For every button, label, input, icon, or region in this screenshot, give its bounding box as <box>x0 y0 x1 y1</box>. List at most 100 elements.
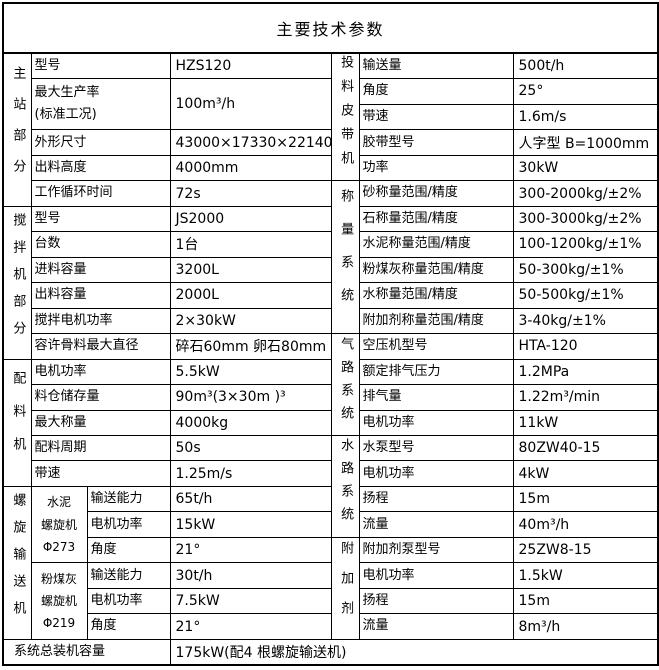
param-label: 型号 <box>30 205 171 233</box>
param-label: 扬程 <box>358 485 514 513</box>
subgroup-flyash-screw: 粉煤灰 螺旋机 Φ219 <box>30 562 88 640</box>
param-value: 1台 <box>169 231 332 258</box>
param-label: 料仓储存量 <box>30 384 171 411</box>
section-mixer-label: 搅拌机部分 <box>10 213 26 349</box>
param-label: 砂称量范围/精度 <box>358 180 514 207</box>
param-value: 21° <box>169 536 332 564</box>
param-label: 角度 <box>358 77 514 105</box>
param-label: 电机功率 <box>86 587 171 615</box>
param-label: 石称量范围/精度 <box>358 205 514 233</box>
param-label: 带速 <box>358 103 514 131</box>
param-label: 进料容量 <box>30 256 171 284</box>
param-label: 台数 <box>30 231 171 258</box>
param-label: 附加剂泵型号 <box>358 536 514 564</box>
param-label: 水泵型号 <box>358 434 514 462</box>
param-value: 40m³/h <box>512 511 659 538</box>
param-label: 胶带型号 <box>358 129 514 156</box>
section-feed-belt-label: 投料皮带机 <box>338 55 354 176</box>
section-water-system: 水路系统 <box>330 434 360 538</box>
param-label: 水称量范围/精度 <box>358 282 514 309</box>
param-label: 输送能力 <box>86 485 171 513</box>
param-label: 角度 <box>86 613 171 640</box>
section-weighing: 称量系统 <box>330 180 360 335</box>
param-label: 出料高度 <box>30 154 171 182</box>
param-label: 空压机型号 <box>358 333 514 360</box>
param-value: 1.22m³/min <box>512 384 659 411</box>
param-label: 附加剂称量范围/精度 <box>358 307 514 335</box>
param-label: 功率 <box>358 154 514 182</box>
param-label: 流量 <box>358 511 514 538</box>
param-value: 5.5kW <box>169 358 332 386</box>
param-value: 80ZW40-15 <box>512 434 659 462</box>
section-screw-conveyor: 螺旋输送机 <box>2 485 32 640</box>
param-value: 65t/h <box>169 485 332 513</box>
param-value: 碎石60mm 卵石80mm <box>169 333 332 360</box>
param-value: HZS120 <box>169 52 332 79</box>
param-label: 粉煤灰称量范围/精度 <box>358 256 514 284</box>
param-label: 工作循环时间 <box>30 180 171 207</box>
param-label: 电机功率 <box>30 358 171 386</box>
param-label: 容许骨料最大直径 <box>30 333 171 360</box>
param-value: JS2000 <box>169 205 332 233</box>
param-value: 30t/h <box>169 562 332 589</box>
param-label: 带速 <box>30 460 171 487</box>
param-value: 3200L <box>169 256 332 284</box>
param-value: 11kW <box>512 409 659 436</box>
total-capacity-value: 175kW(配4 根螺旋输送机) <box>169 638 659 666</box>
param-value: 2000L <box>169 282 332 309</box>
param-label: 水泥称量范围/精度 <box>358 231 514 258</box>
param-value: 90m³(3×30m )³ <box>169 384 332 411</box>
page-title: 主要技术参数 <box>2 2 659 54</box>
param-value: 15m <box>512 485 659 513</box>
section-air-system: 气路系统 <box>330 333 360 436</box>
param-label: 额定排气压力 <box>358 358 514 386</box>
param-value: 50s <box>169 434 332 462</box>
param-value: 1.6m/s <box>512 103 659 131</box>
param-value: 25ZW8-15 <box>512 536 659 564</box>
section-batcher-label: 配料机 <box>10 371 26 471</box>
param-label: 输送量 <box>358 52 514 79</box>
param-value: 4000kg <box>169 409 332 436</box>
param-value: 1.2MPa <box>512 358 659 386</box>
param-label: 型号 <box>30 52 171 79</box>
param-value: 2×30kW <box>169 307 332 335</box>
param-value: 50-300kg/±1% <box>512 256 659 284</box>
param-value: 15kW <box>169 511 332 538</box>
param-label: 角度 <box>86 536 171 564</box>
section-water-system-label: 水路系统 <box>338 438 354 531</box>
section-main-station: 主站部分 <box>2 52 32 207</box>
param-label: 流量 <box>358 613 514 640</box>
param-value: 7.5kW <box>169 587 332 615</box>
section-feed-belt: 投料皮带机 <box>330 52 360 182</box>
param-value: 43000×17330×22140mm <box>169 129 332 156</box>
param-label: 搅拌电机功率 <box>30 307 171 335</box>
param-label: 扬程 <box>358 587 514 615</box>
param-label: 最大称量 <box>30 409 171 436</box>
param-label: 电机功率 <box>86 511 171 538</box>
param-label: 最大生产率 (标准工况) <box>30 77 171 131</box>
param-value: 1.25m/s <box>169 460 332 487</box>
param-value: 1.5kW <box>512 562 659 589</box>
param-value: HTA-120 <box>512 333 659 360</box>
total-capacity-label: 系统总装机容量 <box>2 638 171 666</box>
subgroup-cement-screw: 水泥 螺旋机 Φ273 <box>30 485 88 564</box>
param-label: 电机功率 <box>358 409 514 436</box>
section-weighing-label: 称量系统 <box>338 189 354 322</box>
param-value: 8m³/h <box>512 613 659 640</box>
param-label: 配料周期 <box>30 434 171 462</box>
param-value: 21° <box>169 613 332 640</box>
section-admixture: 附加剂 <box>330 536 360 640</box>
section-screw-conveyor-label: 螺旋输送机 <box>10 493 26 629</box>
param-value: 4000mm <box>169 154 332 182</box>
param-label: 排气量 <box>358 384 514 411</box>
param-value: 100-1200kg/±1% <box>512 231 659 258</box>
section-admixture-label: 附加剂 <box>338 541 354 632</box>
param-value: 300-2000kg/±2% <box>512 180 659 207</box>
section-batcher: 配料机 <box>2 358 32 487</box>
param-label: 电机功率 <box>358 562 514 589</box>
param-value: 15m <box>512 587 659 615</box>
param-value: 500t/h <box>512 52 659 79</box>
section-air-system-label: 气路系统 <box>338 336 354 429</box>
